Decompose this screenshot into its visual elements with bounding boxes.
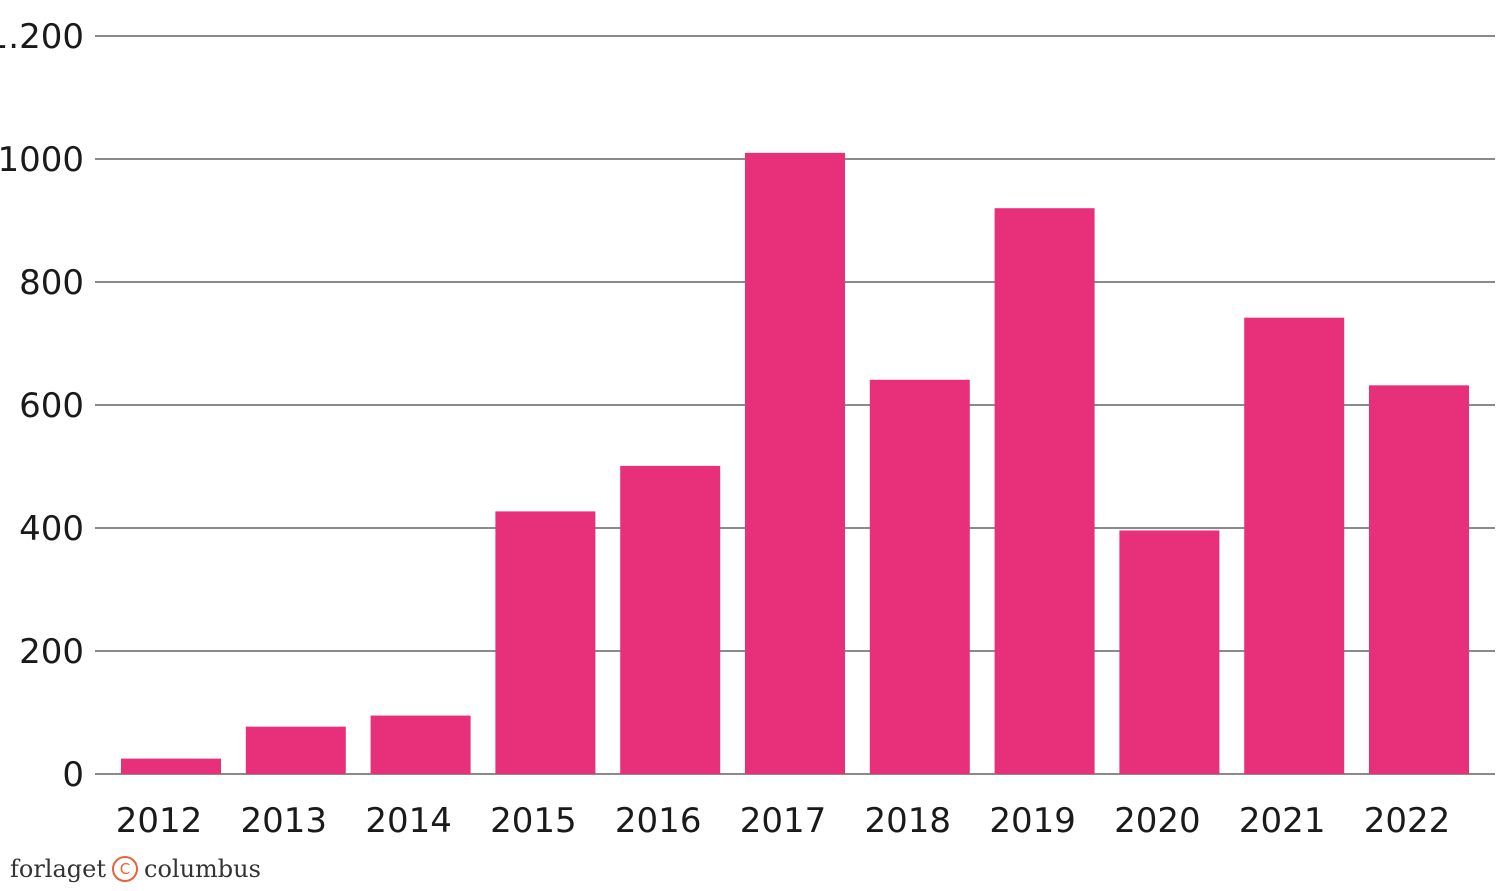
x-tick-label: 2014 bbox=[365, 801, 452, 841]
copyright-icon: C bbox=[112, 855, 138, 882]
y-tick-label: 1.200 bbox=[0, 17, 84, 57]
bar-2019 bbox=[994, 208, 1095, 774]
x-tick-label: 2015 bbox=[490, 801, 577, 841]
x-tick-label: 2016 bbox=[615, 801, 702, 841]
bar-2017 bbox=[745, 152, 845, 775]
y-tick-label: 600 bbox=[19, 386, 84, 426]
x-tick-label: 2017 bbox=[740, 801, 827, 841]
bar-2022 bbox=[1369, 385, 1469, 774]
y-axis-ticks: 0 200 400 600 800 1000 1.200 bbox=[0, 17, 84, 795]
bar-2018 bbox=[869, 379, 970, 774]
bars bbox=[121, 152, 1469, 775]
bar-2012 bbox=[121, 758, 221, 774]
publisher-name-left: forlaget bbox=[10, 855, 106, 883]
x-tick-label: 2012 bbox=[116, 801, 203, 841]
x-tick-label: 2013 bbox=[241, 801, 328, 841]
bar-2015 bbox=[495, 511, 596, 774]
x-axis-ticks: 2012 2013 2014 2015 2016 2017 2018 2019 2020 2021… bbox=[116, 801, 1451, 841]
y-tick-label: 400 bbox=[19, 509, 84, 549]
bar-2013 bbox=[245, 726, 346, 774]
bar-2021 bbox=[1244, 317, 1345, 774]
y-tick-label: 800 bbox=[19, 263, 84, 303]
publisher-name-right: columbus bbox=[144, 855, 261, 883]
x-tick-label: 2019 bbox=[989, 801, 1076, 841]
bar-2020 bbox=[1119, 530, 1220, 774]
bar-2014 bbox=[370, 715, 471, 774]
y-tick-label: 200 bbox=[19, 632, 84, 672]
x-tick-label: 2020 bbox=[1114, 801, 1201, 841]
bar-2016 bbox=[620, 465, 721, 774]
x-tick-label: 2018 bbox=[865, 801, 952, 841]
x-tick-label: 2022 bbox=[1364, 801, 1451, 841]
x-tick-label: 2021 bbox=[1239, 801, 1326, 841]
y-tick-label: 0 bbox=[62, 755, 84, 795]
y-tick-label: 1000 bbox=[0, 140, 84, 180]
